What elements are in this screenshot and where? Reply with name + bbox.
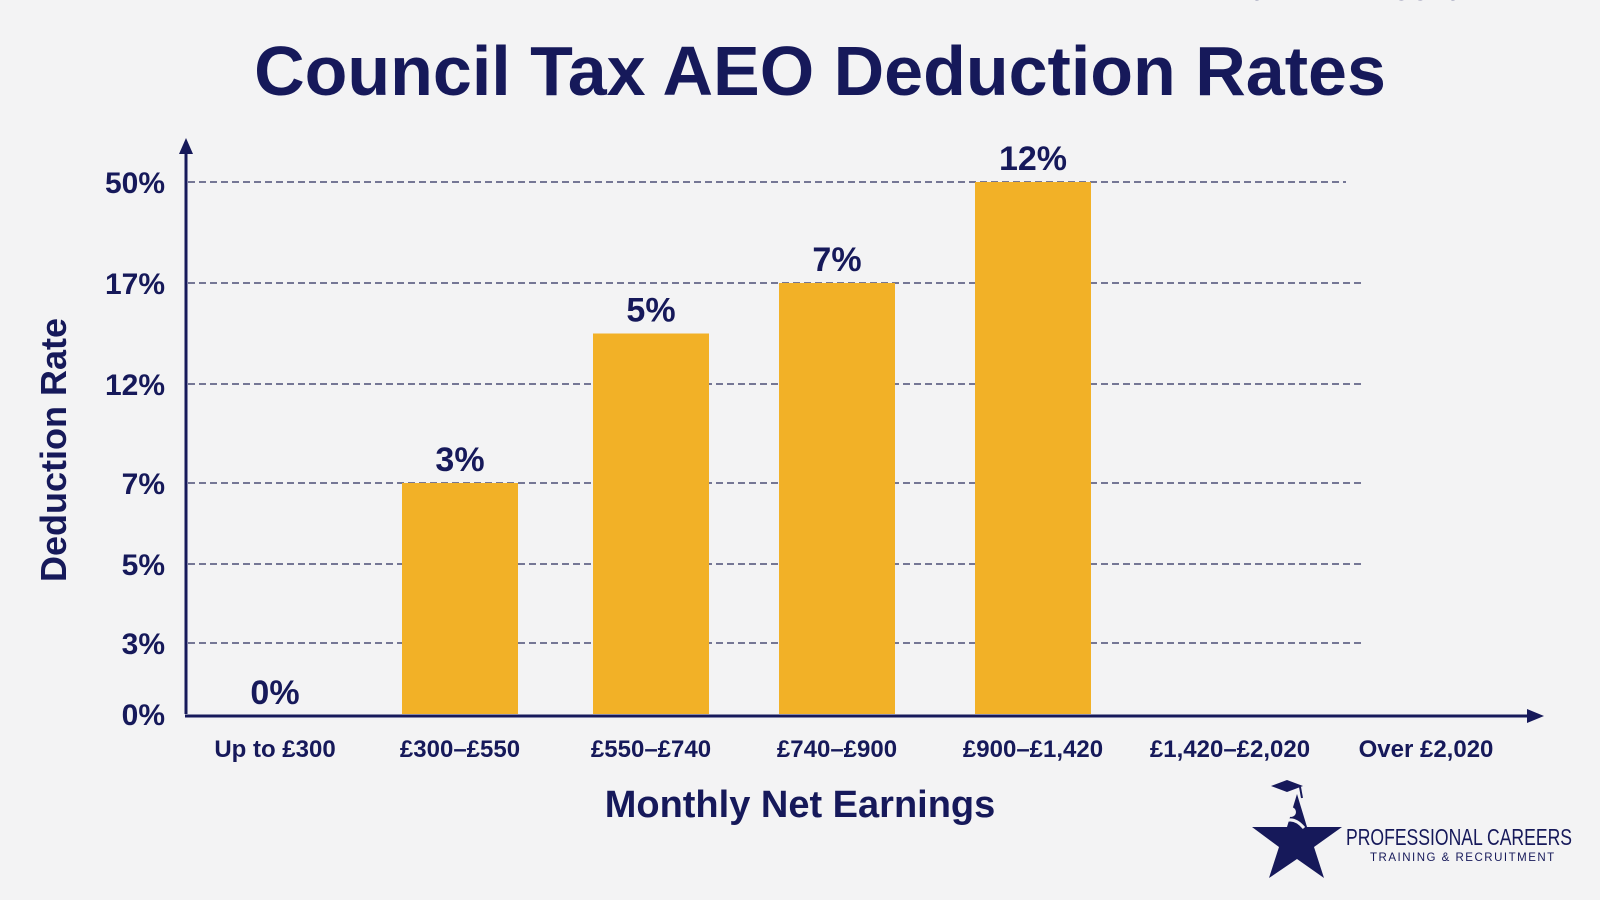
y-axis-arrow [179,138,193,154]
value-label: 17% [1196,0,1264,8]
x-tick-label: Over £2,020 [1359,736,1494,763]
y-tick-label: 7% [122,468,165,501]
y-tick-label: 12% [105,369,165,402]
bars [402,182,1091,714]
x-tick-label: £740–£900 [777,736,897,763]
x-tick-label: £300–£550 [400,736,520,763]
x-tick-label: £900–£1,420 [963,736,1103,763]
logo-tagline: TRAINING & RECRUITMENT [1370,852,1556,864]
star-graduate-icon [1252,780,1342,878]
y-tick-label: 3% [122,628,165,661]
y-tick-label: 17% [105,268,165,301]
y-tick-labels: 0% 3% 5% 7% 12% 17% 50% [105,167,165,732]
y-tick-label: 0% [122,699,165,732]
y-tick-label: 50% [105,167,165,200]
value-label: 5% [626,292,675,330]
logo: PROFESSIONAL CAREERS TRAINING & RECRUITM… [1252,780,1572,878]
bar [402,483,518,714]
bar [593,333,709,714]
x-axis-label: Monthly Net Earnings [605,784,996,826]
value-label: 3% [435,441,484,479]
logo-name: PROFESSIONAL CAREERS [1346,824,1572,850]
chart-title: Council Tax AEO Deduction Rates [254,32,1386,110]
y-tick-label: 5% [122,549,165,582]
bar [779,283,895,714]
value-label: 12% [999,140,1067,178]
x-tick-label: £550–£740 [591,736,711,763]
value-label: 0% [250,674,299,712]
x-tick-labels: Up to £300 £300–£550 £550–£740 £740–£900 £90… [214,736,1493,763]
x-tick-label: £1,420–£2,020 [1150,736,1310,763]
bar [975,182,1091,714]
value-label: 7% [812,241,861,279]
value-label: 50% [1392,0,1460,8]
x-tick-label: Up to £300 [214,736,335,763]
y-axis-label: Deduction Rate [33,318,74,582]
value-labels: 0% 3% 5% 7% 12% 17% 50% [250,0,1460,712]
grid-lines [188,181,1362,644]
x-axis-arrow [1527,709,1544,723]
